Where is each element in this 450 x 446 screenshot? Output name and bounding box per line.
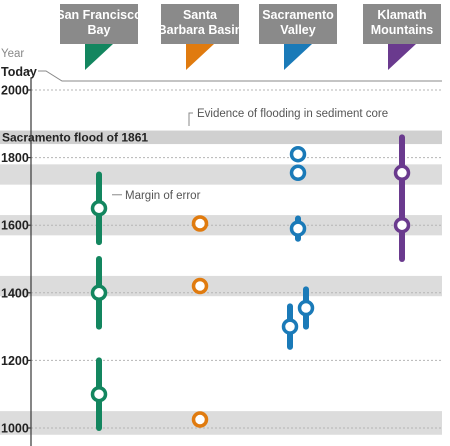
y-axis: 1000 1200 1400 1600 1800 2000 Year Today	[1, 48, 442, 446]
data-point-0-0	[90, 200, 108, 217]
tab-2-box	[259, 4, 337, 44]
tick-label-1000: 1000	[1, 422, 29, 436]
flood-band-label: Sacramento flood of 1861	[2, 131, 148, 145]
tab-2-label-1: Valley	[280, 23, 315, 37]
data-point-2-1	[289, 164, 307, 182]
data-point-1-0	[191, 215, 209, 232]
tab-1-flag	[186, 44, 214, 70]
tab-3-flag	[388, 44, 416, 70]
tab-3-label-0: Klamath	[377, 8, 426, 22]
shaded-band-0	[0, 164, 442, 185]
shaded-band-2	[0, 275, 442, 297]
data-point-1-2	[191, 411, 209, 428]
tab-1-label-0: Santa	[183, 8, 218, 22]
data-marks	[90, 134, 411, 431]
data-point-0-2	[90, 385, 108, 403]
today-connector	[38, 70, 442, 82]
data-point-2-3	[297, 299, 315, 317]
tab-1-label-1: Barbara Basin	[158, 23, 243, 37]
annotations: Margin of error Evidence of flooding in s…	[112, 108, 388, 202]
evidence-bracket	[188, 112, 193, 126]
flood-band	[0, 130, 442, 145]
tab-1-box	[161, 4, 239, 44]
data-point-3-1	[393, 216, 411, 234]
tick-label-1200: 1200	[1, 354, 29, 368]
data-point-1-1	[191, 277, 209, 295]
tab-3-label-1: Mountains	[371, 23, 434, 37]
tab-0-box	[60, 4, 138, 44]
evidence-label: Evidence of flooding in sediment core	[197, 108, 388, 120]
data-point-2-2	[289, 220, 307, 237]
margin-of-error-label: Margin of error	[125, 190, 201, 202]
data-point-3-0	[393, 164, 411, 182]
tab-2-label-0: Sacramento	[262, 8, 334, 22]
tick-label-1600: 1600	[1, 219, 29, 233]
data-point-2-0	[289, 145, 307, 163]
shaded-bands: Sacramento flood of 1861	[0, 130, 442, 435]
tab-3-box	[363, 4, 441, 44]
today-label: Today	[1, 65, 37, 79]
tab-2-flag	[284, 44, 312, 70]
tab-0-label-0: San Francisco	[56, 8, 142, 22]
tick-label-2000: 2000	[1, 84, 29, 98]
tick-label-1400: 1400	[1, 286, 29, 300]
y-axis-title: Year	[1, 48, 24, 60]
tab-0-flag	[85, 44, 113, 70]
tick-label-1800: 1800	[1, 151, 29, 165]
shaded-band-3	[0, 411, 442, 435]
tab-0-label-1: Bay	[88, 23, 111, 37]
data-point-2-4	[281, 318, 299, 335]
data-point-0-1	[90, 284, 108, 302]
